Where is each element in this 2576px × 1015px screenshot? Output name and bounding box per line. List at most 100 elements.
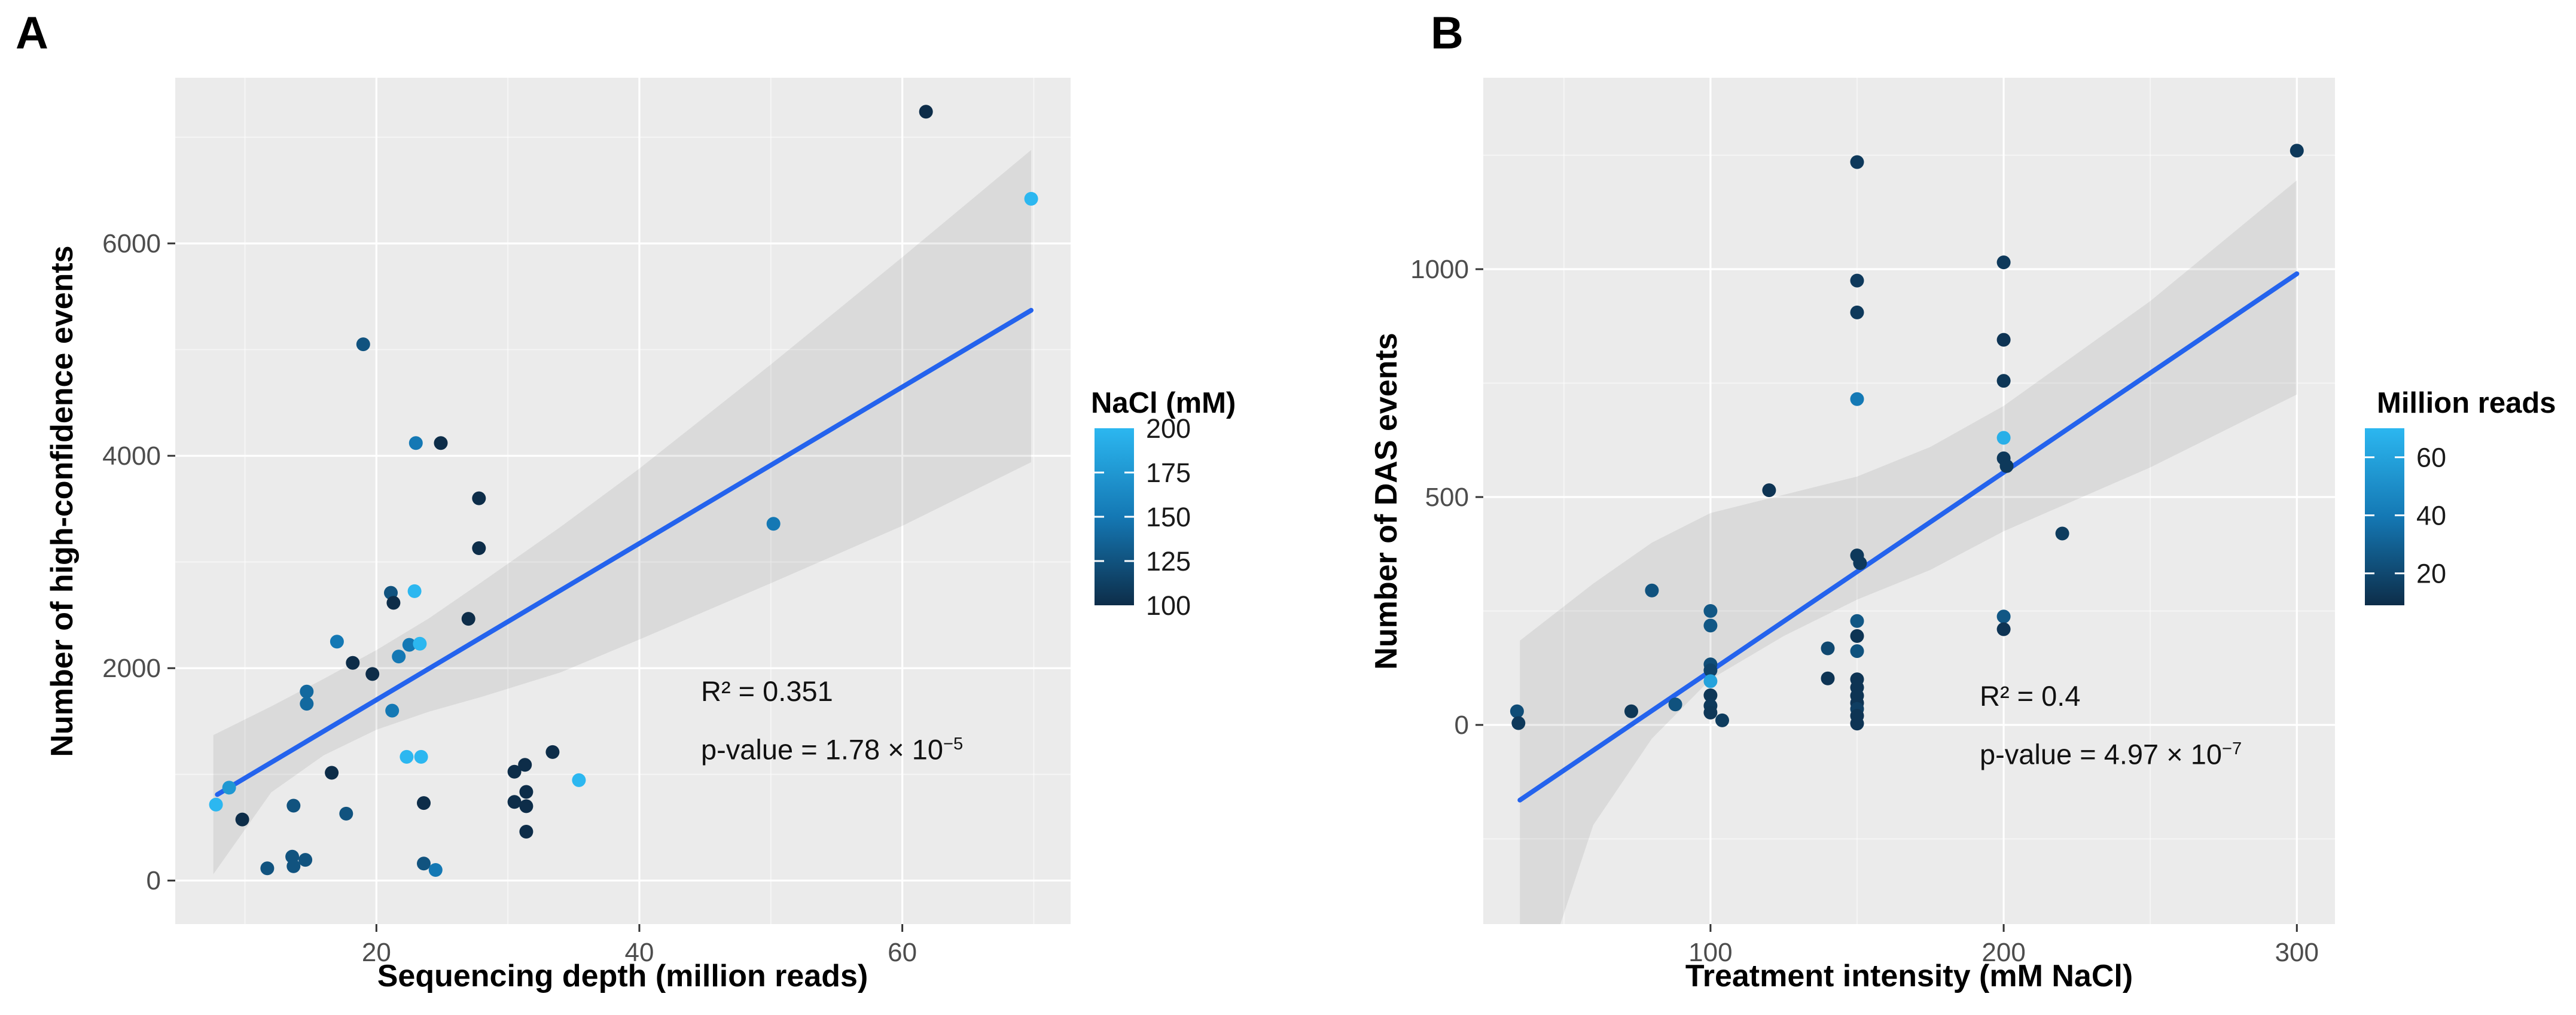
data-point [572, 773, 586, 787]
data-point [392, 650, 406, 664]
panel-b-plot: 100 200 300 0 500 1000 60 40 20 [1410, 78, 2446, 967]
data-point [1996, 255, 2011, 270]
data-point [1996, 333, 2011, 347]
panel-a-plot: 20 40 60 0 2000 4000 6000 200 175 150 125 100 [102, 78, 1191, 967]
data-point [519, 785, 534, 799]
panel-b-y-axis-title: Number of DAS events [1369, 333, 1404, 670]
data-point [1624, 704, 1638, 718]
data-point [1996, 431, 2011, 445]
data-point [325, 766, 339, 780]
data-point [472, 541, 486, 555]
x-tick-label: 20 [362, 938, 391, 967]
legend-tick-label: 200 [1146, 413, 1191, 444]
legend-tick-label: 40 [2416, 501, 2446, 531]
data-point [1850, 717, 1864, 731]
data-point [1703, 674, 1718, 688]
data-point [1850, 614, 1864, 628]
data-point [298, 853, 313, 867]
x-tick-label: 60 [888, 938, 917, 967]
data-point [1645, 583, 1659, 598]
data-point [414, 749, 428, 764]
data-point [519, 825, 534, 839]
x-tick-label: 200 [1981, 938, 2025, 967]
panel-a-y-axis-title: Number of high-confidence events [45, 245, 80, 757]
data-point [260, 861, 275, 876]
data-point [1821, 671, 1835, 685]
data-point [402, 638, 416, 652]
confidence-band [1520, 180, 2297, 924]
panel-b-r-squared: R² = 0.4 [1980, 680, 2081, 712]
panel-b-legend-title: Million reads [2377, 387, 2556, 419]
panel-a-label: A [16, 8, 48, 59]
panel-b-p-value-exponent: −7 [2222, 739, 2242, 758]
data-point [385, 703, 400, 718]
data-point [1715, 713, 1729, 727]
legend-tick-label: 125 [1146, 546, 1191, 577]
data-point [428, 863, 443, 877]
y-tick-label: 1000 [1410, 255, 1469, 284]
data-point [461, 612, 475, 626]
data-point [545, 745, 560, 759]
data-point [1850, 392, 1864, 406]
data-point [919, 105, 933, 119]
panel-a-p-value-base: p-value = 1.78 × 10 [701, 733, 944, 766]
y-tick-label: 4000 [102, 441, 161, 471]
data-point [1668, 697, 1682, 712]
panel-a-legend-title: NaCl (mM) [1091, 387, 1236, 419]
data-point [330, 635, 344, 649]
data-point [1996, 622, 2011, 636]
confidence-band [213, 150, 1032, 874]
data-point [766, 517, 781, 531]
legend-tick-label: 20 [2416, 559, 2446, 589]
data-point [408, 436, 423, 450]
data-point [1850, 305, 1864, 319]
data-point [1996, 609, 2011, 624]
data-point [1853, 556, 1867, 570]
data-point [507, 764, 522, 779]
panel-b-label: B [1431, 8, 1464, 59]
data-point [1850, 629, 1864, 643]
data-point [386, 596, 401, 610]
panel-b-p-value-base: p-value = 4.97 × 10 [1980, 738, 2223, 770]
data-point [365, 667, 380, 681]
data-point [1850, 644, 1864, 659]
legend-colorbar [2365, 428, 2404, 605]
data-point [1762, 483, 1776, 498]
regression-line [1517, 271, 2300, 803]
data-point [472, 491, 486, 505]
data-point [413, 636, 427, 651]
data-point [1703, 705, 1718, 720]
panel-b-x-axis-title: Treatment intensity (mM NaCl) [1685, 959, 2133, 993]
y-tick-label: 0 [147, 866, 161, 895]
data-point [417, 796, 431, 810]
data-point [1703, 618, 1718, 633]
y-tick-label: 2000 [102, 654, 161, 683]
data-point [417, 856, 431, 871]
data-point [235, 812, 249, 827]
data-point [1999, 459, 2014, 473]
plot-background [175, 78, 1071, 924]
data-point [1703, 688, 1718, 702]
data-point [518, 758, 532, 772]
panel-a-p-value: p-value = 1.78 × 10−5 [701, 718, 963, 776]
y-tick-label: 6000 [102, 229, 161, 258]
y-tick-label: 0 [1455, 711, 1469, 740]
data-point [1511, 716, 1526, 730]
data-point [2055, 526, 2069, 541]
panel-a-p-value-exponent: −5 [943, 734, 964, 754]
panel-b-p-value: p-value = 4.97 × 10−7 [1980, 723, 2242, 781]
data-point [1703, 604, 1718, 618]
data-point [400, 749, 414, 764]
data-point [2290, 144, 2304, 158]
data-point [300, 684, 314, 699]
regression-line [215, 307, 1034, 797]
legend-tick-label: 100 [1146, 590, 1191, 621]
data-point [1996, 374, 2011, 388]
data-point [1821, 641, 1835, 656]
panel-a-r-squared: R² = 0.351 [701, 675, 833, 707]
panel-a-annotation: R² = 0.351 p-value = 1.78 × 10−5 [701, 665, 963, 776]
plot-background [1483, 78, 2335, 924]
data-point [300, 697, 314, 711]
